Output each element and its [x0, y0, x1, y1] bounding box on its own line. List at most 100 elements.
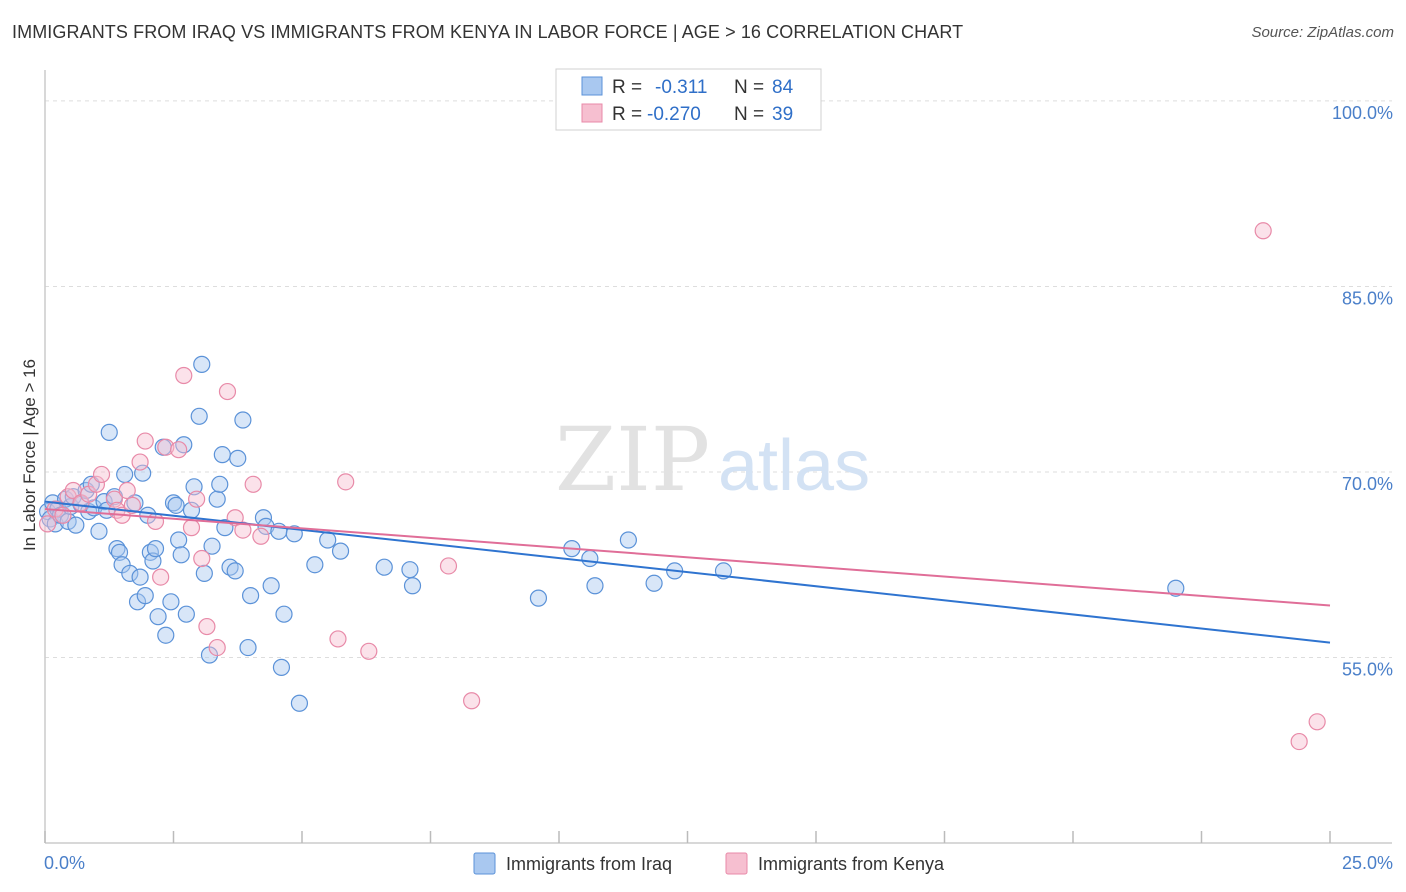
kenya-point: [329, 630, 347, 648]
watermark-atlas: atlas: [718, 426, 870, 506]
iraq-point: [172, 546, 190, 564]
iraq-point: [290, 694, 309, 712]
iraq-point: [275, 605, 293, 623]
iraq-point: [306, 556, 324, 574]
kenya-point: [92, 465, 111, 484]
iraq-n-value: 84: [772, 77, 794, 98]
iraq-point: [1167, 579, 1185, 597]
iraq-point: [146, 540, 165, 558]
kenya-point: [337, 473, 355, 491]
y-tick-label: 85.0%: [1342, 288, 1393, 308]
iraq-r-label: R =: [612, 77, 642, 98]
iraq-point: [262, 577, 280, 595]
iraq-n-label: N =: [734, 77, 764, 98]
iraq-point: [162, 593, 180, 611]
kenya-point: [244, 475, 262, 493]
kenya-series-label: Immigrants from Kenya: [758, 854, 945, 874]
iraq-point: [239, 638, 257, 657]
iraq-point: [82, 475, 100, 493]
stats-legend: R = -0.311 N = 84 R = -0.270 N = 39: [555, 68, 822, 131]
kenya-point: [118, 481, 136, 500]
kenya-point: [105, 490, 123, 508]
iraq-point: [116, 465, 134, 484]
kenya-legend-swatch: [581, 103, 603, 123]
iraq-point: [167, 496, 185, 514]
axes: [44, 70, 1392, 844]
iraq-point: [121, 564, 139, 582]
iraq-point: [90, 522, 108, 540]
iraq-point: [211, 475, 229, 493]
kenya-point: [193, 549, 211, 568]
iraq-point: [195, 564, 213, 582]
iraq-point: [67, 516, 85, 534]
kenya-point: [182, 519, 201, 537]
iraq-point: [645, 574, 663, 592]
kenya-point: [463, 692, 481, 710]
kenya-series-swatch: [725, 852, 748, 875]
kenya-point: [188, 490, 206, 508]
kenya-point: [87, 475, 106, 493]
iraq-point: [131, 568, 149, 586]
iraq-series-swatch: [473, 852, 496, 875]
iraq-point: [272, 658, 291, 676]
chart-title: IMMIGRANTS FROM IRAQ VS IMMIGRANTS FROM …: [12, 22, 964, 42]
source-label: Source: ZipAtlas.com: [1251, 24, 1394, 41]
kenya-point: [198, 617, 216, 636]
y-axis-title: In Labor Force | Age > 16: [20, 359, 39, 551]
iraq-point: [164, 494, 183, 512]
iraq-point: [203, 537, 221, 555]
kenya-point: [360, 642, 378, 660]
grid-lines: [45, 100, 1392, 658]
kenya-point: [157, 438, 175, 456]
kenya-point: [1308, 713, 1326, 731]
kenya-point: [208, 638, 226, 657]
iraq-point: [190, 407, 208, 425]
y-tick-labels: 55.0% 70.0% 85.0% 100.0%: [1332, 103, 1393, 680]
x-tick-label-max: 25.0%: [1342, 853, 1393, 873]
x-tick-label-min: 0.0%: [44, 853, 85, 873]
iraq-point: [100, 423, 118, 441]
kenya-r-label: R =: [612, 104, 642, 125]
iraq-point: [242, 587, 260, 605]
kenya-point: [131, 453, 149, 471]
iraq-point: [226, 562, 244, 580]
iraq-legend-swatch: [581, 76, 603, 96]
trend-lines: [44, 500, 1331, 644]
kenya-point: [146, 512, 165, 531]
iraq-point: [134, 464, 152, 482]
iraq-point: [319, 531, 337, 549]
kenya-point: [175, 366, 193, 385]
iraq-point: [193, 355, 211, 373]
kenya-n-label: N =: [734, 104, 764, 125]
kenya-point: [38, 515, 57, 533]
kenya-n-value: 39: [772, 104, 793, 125]
kenya-point: [252, 527, 270, 545]
watermark-zip: ZIP: [555, 408, 710, 511]
iraq-point: [229, 449, 247, 467]
iraq-point: [149, 608, 167, 626]
iraq-point: [157, 626, 175, 644]
kenya-point: [136, 432, 154, 450]
x-ticks: [44, 831, 1331, 843]
kenya-point: [1290, 732, 1308, 751]
iraq-point: [586, 577, 604, 595]
iraq-point: [529, 589, 548, 607]
kenya-r-value: -0.270: [647, 104, 701, 125]
kenya-point: [152, 568, 170, 586]
iraq-point: [234, 411, 252, 429]
kenya-point: [439, 557, 458, 575]
iraq-point: [170, 531, 188, 549]
iraq-point: [401, 561, 419, 579]
y-tick-label: 100.0%: [1332, 103, 1393, 123]
iraq-point: [375, 558, 393, 576]
iraq-point: [581, 549, 599, 568]
kenya-point: [170, 441, 188, 459]
kenya-point: [1254, 222, 1272, 240]
y-tick-label: 55.0%: [1342, 659, 1393, 679]
iraq-series-label: Immigrants from Iraq: [506, 854, 672, 874]
series-legend: Immigrants from Iraq Immigrants from Ken…: [473, 852, 945, 875]
kenya-point: [234, 521, 252, 539]
iraq-point: [619, 531, 637, 549]
iraq-point: [213, 446, 231, 464]
